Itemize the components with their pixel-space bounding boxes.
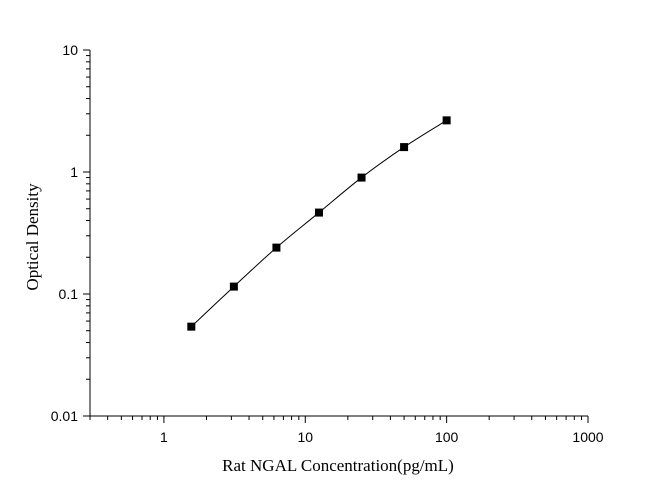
y-tick-label: 0.1: [59, 286, 79, 302]
data-points: [187, 116, 451, 331]
data-point: [400, 143, 409, 152]
y-tick-label: 1: [70, 164, 78, 180]
x-axis-label: Rat NGAL Concentration(pg/mL): [222, 456, 454, 475]
data-point: [229, 282, 238, 291]
y-tick-label: 0.01: [51, 408, 78, 424]
x-tick-label: 1000: [572, 429, 603, 445]
data-point: [357, 173, 366, 182]
data-point: [272, 243, 281, 252]
data-point: [187, 322, 196, 331]
fit-curve: [190, 119, 447, 328]
axes: [89, 50, 588, 417]
x-tick-label: 10: [297, 429, 313, 445]
y-tick-label: 10: [62, 42, 78, 58]
fit-curve-group: [190, 119, 447, 328]
data-point: [314, 208, 323, 217]
x-tick-label: 100: [435, 429, 459, 445]
x-ticks: 1 10 100 1000: [89, 416, 604, 445]
y-ticks: 0.01 0.1 1 10: [51, 42, 90, 424]
x-tick-label: 1: [160, 429, 168, 445]
data-point: [442, 116, 451, 125]
y-axis-label: Optical Density: [23, 183, 42, 291]
